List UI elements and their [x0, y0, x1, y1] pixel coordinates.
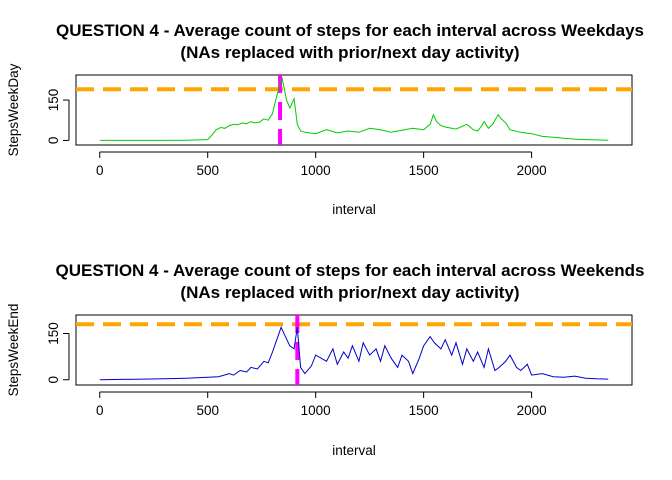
y-axis: 0 150 [46, 89, 70, 145]
x-tick-label: 500 [196, 163, 219, 178]
chart-subtitle: (NAs replaced with prior/next day activi… [180, 43, 519, 62]
weekday-chart-panel: QUESTION 4 - Average count of steps for … [6, 21, 644, 217]
y-axis-label: StepsWeekEnd [6, 304, 21, 397]
x-tick-label: 2000 [517, 163, 547, 178]
x-tick-label: 1500 [409, 163, 439, 178]
x-axis-label: interval [332, 443, 376, 458]
x-tick-label: 0 [96, 403, 104, 418]
y-tick-label: 0 [46, 376, 61, 384]
y-tick-label: 150 [46, 89, 61, 112]
y-axis: 0 150 [46, 322, 70, 384]
chart-title: QUESTION 4 - Average count of steps for … [56, 261, 645, 280]
chart-title: QUESTION 4 - Average count of steps for … [56, 21, 644, 40]
x-axis: 0 500 1000 1500 2000 [96, 151, 547, 178]
x-tick-label: 0 [96, 163, 104, 178]
series-line [99, 325, 609, 381]
y-tick-label: 150 [46, 322, 61, 345]
x-tick-label: 2000 [517, 403, 547, 418]
x-tick-label: 1500 [409, 403, 439, 418]
plot-area-frame [75, 74, 633, 146]
x-tick-label: 500 [196, 403, 219, 418]
chart-subtitle: (NAs replaced with prior/next day activi… [180, 283, 519, 302]
x-axis-label: interval [332, 202, 376, 217]
x-axis: 0 500 1000 1500 2000 [96, 391, 547, 418]
x-tick-label: 1000 [301, 403, 331, 418]
series-line [99, 77, 609, 141]
weekend-chart-panel: QUESTION 4 - Average count of steps for … [6, 261, 644, 458]
y-axis-label: StepsWeekDay [6, 63, 21, 156]
y-tick-label: 0 [46, 137, 61, 145]
x-tick-label: 1000 [301, 163, 331, 178]
plot-area-frame [75, 314, 633, 386]
